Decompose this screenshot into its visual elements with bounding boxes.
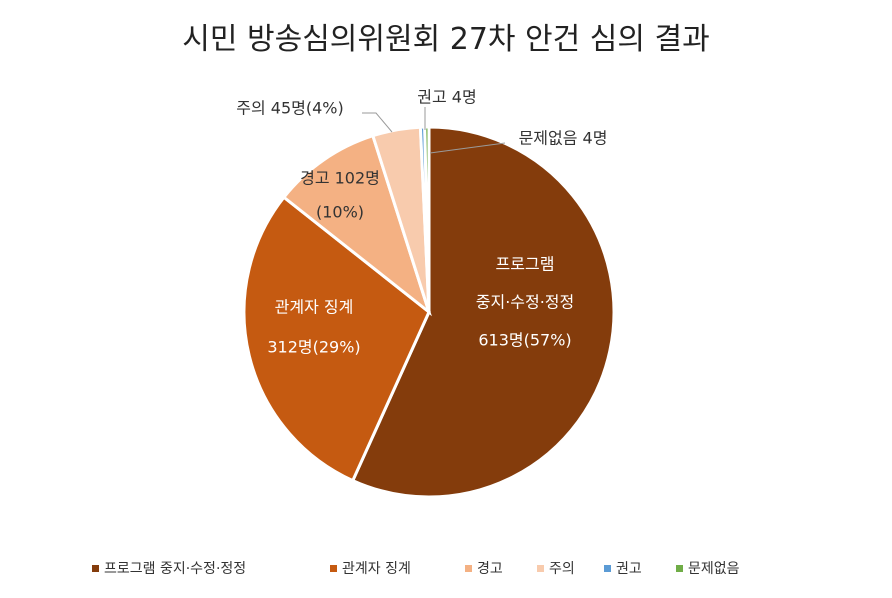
data-label-1-line-3: 613명(57%) <box>478 331 571 350</box>
legend-swatch-1 <box>92 565 99 572</box>
data-label-5-line-1: 권고 4명 <box>417 88 476 107</box>
legend-label-4: 주의 <box>549 561 575 577</box>
legend-label-5: 권고 <box>616 561 642 577</box>
data-label-3-line-2: (10%) <box>316 203 364 222</box>
data-label-2-line-1: 관계자 징계 <box>275 298 354 317</box>
pie-slice-1 <box>350 125 616 499</box>
legend-swatch-5 <box>604 565 611 572</box>
legend-swatch-2 <box>330 565 337 572</box>
legend-label-1: 프로그램 중지·수정·정정 <box>104 561 246 577</box>
data-label-3-line-1: 경고 102명 <box>300 169 380 188</box>
legend-swatch-4 <box>537 565 544 572</box>
legend-label-3: 경고 <box>477 561 503 577</box>
legend-label-2: 관계자 징계 <box>342 561 411 577</box>
pie-slice-3 <box>281 133 432 317</box>
legend-label-6: 문제없음 <box>688 561 740 577</box>
data-label-1-line-2: 중지·수정·정정 <box>476 293 575 312</box>
legend-swatch-3 <box>465 565 472 572</box>
data-label-4-line-1: 주의 45명(4%) <box>236 99 343 118</box>
data-label-1-line-1: 프로그램 <box>496 255 555 274</box>
chart-title: 시민 방송심의위원회 27차 안건 심의 결과 <box>182 22 710 57</box>
data-label-6-line-1: 문제없음 4명 <box>519 129 608 148</box>
pie-slice-2 <box>242 195 431 483</box>
leader-line-4 <box>362 112 393 133</box>
legend-swatch-6 <box>676 565 683 572</box>
data-label-2-line-2: 312명(29%) <box>267 338 360 357</box>
leader-line-6 <box>429 142 506 154</box>
